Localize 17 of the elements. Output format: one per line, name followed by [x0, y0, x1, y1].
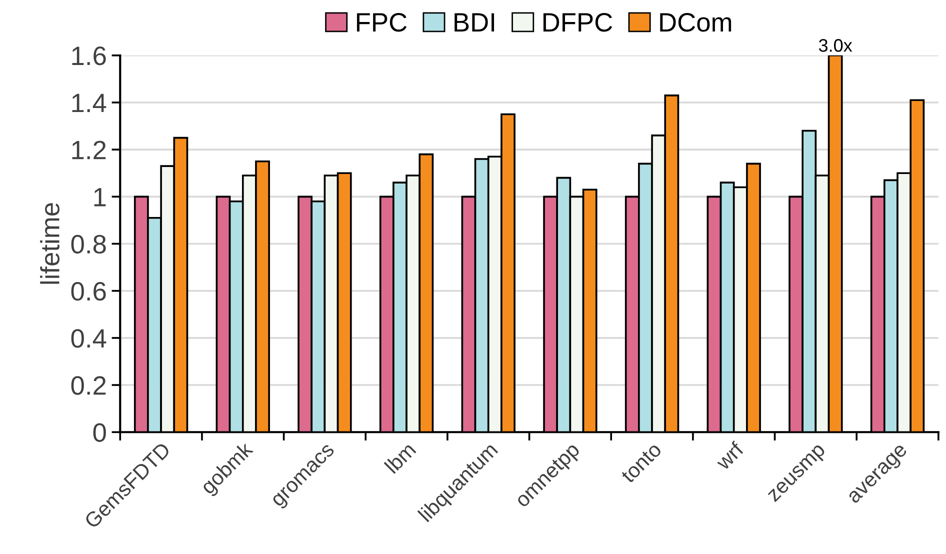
y-tick-label: 1.4 [72, 94, 106, 112]
y-tick-label: 0 [93, 423, 106, 442]
y-axis-title: lifetime [40, 203, 60, 284]
y-tick-label: 1.6 [72, 46, 106, 66]
x-tick-label: lbm [384, 441, 416, 474]
y-tick-label: 1.2 [72, 140, 106, 160]
legend-label: DFPC [543, 13, 612, 32]
y-tick-label: 0.4 [71, 329, 106, 348]
legend-label: DCom [660, 13, 732, 32]
y-tick-label: 0.2 [71, 376, 106, 395]
y-tick-label: 1 [94, 188, 106, 206]
y-tick-label: 0.6 [71, 282, 106, 301]
x-tick-label: wrf [714, 440, 745, 471]
legend-label: FPC [356, 13, 407, 32]
legend-label: BDI [454, 13, 494, 32]
y-tick-label: 0.8 [71, 234, 106, 254]
text: 3.0x [818, 39, 852, 52]
